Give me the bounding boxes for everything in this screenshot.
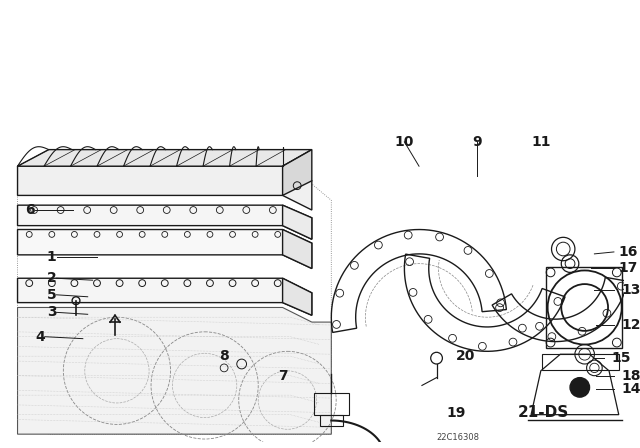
Text: 6: 6 <box>26 203 35 217</box>
Polygon shape <box>283 150 312 195</box>
Text: 22C16308: 22C16308 <box>436 433 479 442</box>
Circle shape <box>570 378 589 397</box>
Polygon shape <box>283 278 312 315</box>
Text: 14: 14 <box>621 382 640 396</box>
Polygon shape <box>283 229 312 268</box>
Polygon shape <box>17 150 312 166</box>
Text: 15: 15 <box>611 351 630 365</box>
Text: 12: 12 <box>621 318 640 332</box>
Text: 8: 8 <box>220 349 229 363</box>
Text: 20: 20 <box>456 349 476 363</box>
Text: 1: 1 <box>47 250 56 264</box>
Text: 3: 3 <box>47 306 56 319</box>
Text: 17: 17 <box>619 262 638 276</box>
Text: 18: 18 <box>621 369 640 383</box>
Polygon shape <box>17 205 312 239</box>
Text: 16: 16 <box>619 245 638 259</box>
Text: 2: 2 <box>47 271 56 285</box>
Polygon shape <box>17 278 312 315</box>
Polygon shape <box>17 166 312 210</box>
Text: 5: 5 <box>47 288 56 302</box>
Text: 10: 10 <box>395 135 414 149</box>
Text: 9: 9 <box>473 135 483 149</box>
Text: 4: 4 <box>35 330 45 344</box>
Text: 11: 11 <box>531 135 550 149</box>
Text: 21-DS: 21-DS <box>518 405 570 420</box>
Polygon shape <box>17 307 332 434</box>
Text: 7: 7 <box>278 369 287 383</box>
Text: 19: 19 <box>446 406 466 420</box>
Polygon shape <box>17 229 312 268</box>
Polygon shape <box>283 205 312 239</box>
Text: 13: 13 <box>621 283 640 297</box>
